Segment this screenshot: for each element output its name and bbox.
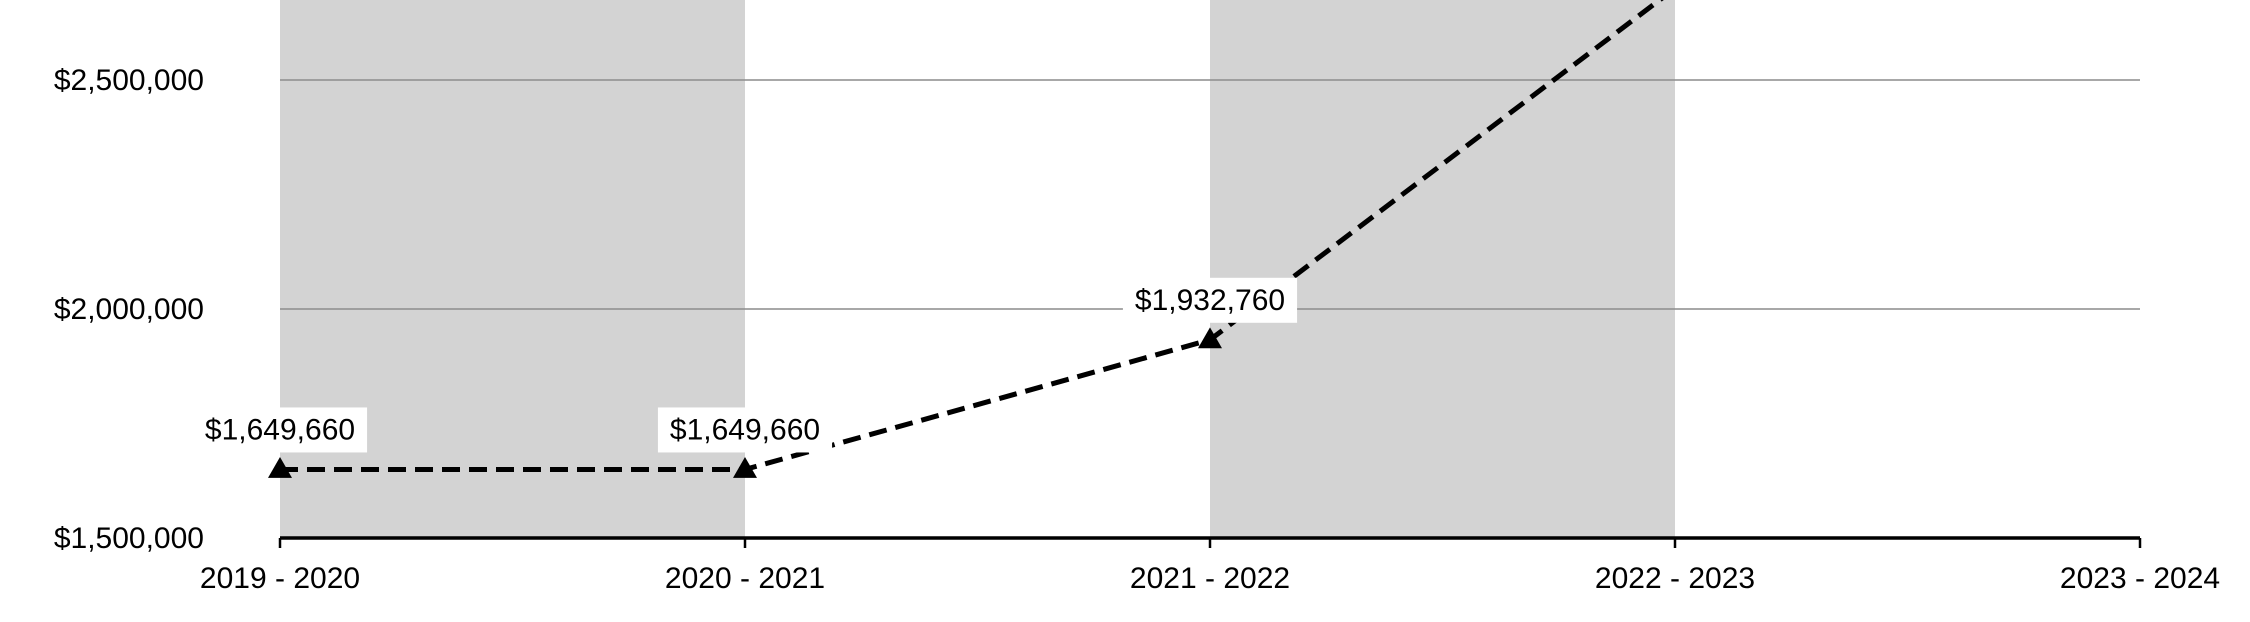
data-point-marker xyxy=(268,457,292,478)
y-tick-label: $2,500,000 xyxy=(54,64,204,97)
x-tick-label: 2020 - 2021 xyxy=(665,562,825,595)
data-label-background xyxy=(657,407,833,453)
data-point-marker xyxy=(733,457,757,478)
x-tick-label: 2019 - 2020 xyxy=(200,562,360,595)
y-tick-label: $1,500,000 xyxy=(54,522,204,555)
x-tick-label: 2023 - 2024 xyxy=(2060,562,2220,595)
data-label-background xyxy=(192,407,368,453)
x-axis-tick-labels: 2019 - 2020 2020 - 2021 2021 - 2022 2022 - … xyxy=(200,562,2220,595)
data-label-background xyxy=(1122,277,1298,323)
series-line xyxy=(280,0,1664,472)
series-line xyxy=(280,0,1664,472)
data-label: $1,932,760 xyxy=(1122,277,1298,323)
shaded-band xyxy=(1210,0,1675,538)
data-labels: $1,649,660 $1,649,660 $1,932,760 xyxy=(192,277,1298,453)
data-label: $1,649,660 xyxy=(192,407,368,453)
data-label: $1,649,660 xyxy=(657,407,833,453)
data-label-text: $1,932,760 xyxy=(1135,284,1285,317)
y-tick-label: $2,000,000 xyxy=(54,293,204,326)
x-tick-label: 2021 - 2022 xyxy=(1130,562,1290,595)
data-point-marker xyxy=(1198,327,1222,349)
y-axis-tick-labels: $1,500,000 $2,000,000 $2,500,000 xyxy=(54,64,204,555)
x-axis xyxy=(278,536,2142,548)
x-tick-label: 2022 - 2023 xyxy=(1595,562,1755,595)
data-label-text: $1,649,660 xyxy=(205,413,355,446)
series-markers xyxy=(268,327,1222,478)
data-label-text: $1,649,660 xyxy=(670,413,820,446)
